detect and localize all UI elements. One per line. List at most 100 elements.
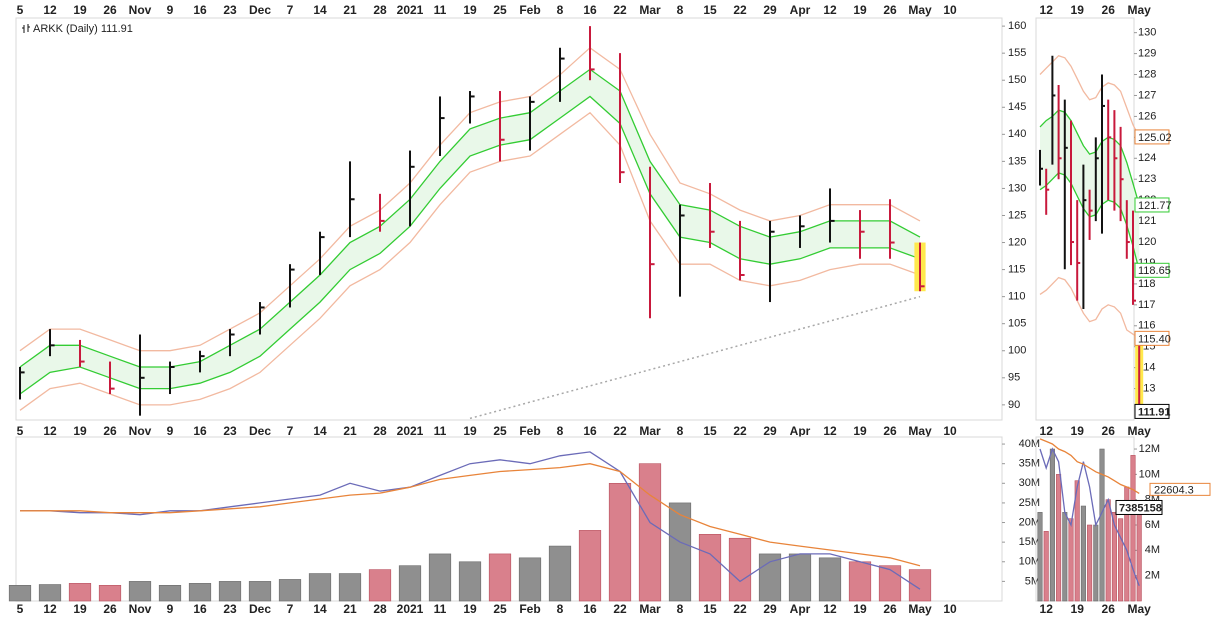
value-marker <box>1115 499 1163 515</box>
y-tick-label: 128 <box>1138 68 1156 80</box>
value-marker <box>1134 129 1170 145</box>
y-tick-label: 145 <box>1008 101 1026 113</box>
y-tick-label: 35M <box>1019 458 1040 470</box>
x-tick-label: 7 <box>287 424 294 438</box>
y-tick-label: 160 <box>1008 20 1026 32</box>
indicator-line <box>1039 54 1140 138</box>
x-tick-label: 19 <box>463 424 477 438</box>
x-tick-label: 28 <box>373 424 387 438</box>
y-tick-label: 95 <box>1008 372 1020 384</box>
x-tick-label: 26 <box>1102 424 1116 438</box>
volume-bar <box>518 557 542 602</box>
x-tick-label: May <box>1128 424 1152 438</box>
volume-bar <box>188 583 212 602</box>
x-tick-label: Dec <box>249 602 271 616</box>
x-tick-label: 19 <box>1071 602 1085 616</box>
x-tick-label: 10 <box>943 424 957 438</box>
volume-bar <box>878 565 902 602</box>
y-tick-label: 129 <box>1138 48 1156 60</box>
volume-bar <box>248 581 272 602</box>
x-tick-label: 19 <box>853 602 867 616</box>
volume-bar <box>98 585 122 602</box>
indicator-line <box>1039 438 1140 494</box>
x-tick-label: 26 <box>1102 602 1116 616</box>
x-tick-label: 8 <box>557 3 564 17</box>
x-tick-label: 29 <box>763 424 777 438</box>
y-tick-label: 124 <box>1138 152 1156 164</box>
x-tick-label: 25 <box>493 602 507 616</box>
y-tick-label: 105 <box>1008 318 1026 330</box>
x-tick-label: May <box>908 602 932 616</box>
y-tick-label: 130 <box>1008 182 1026 194</box>
value-marker-label: 118.65 <box>1138 265 1171 277</box>
x-tick-label: 12 <box>823 3 837 17</box>
y-tick-label: 123 <box>1138 173 1156 185</box>
value-marker-label: 125.02 <box>1138 132 1172 144</box>
x-tick-label: 9 <box>167 424 174 438</box>
x-tick-label: 21 <box>343 602 357 616</box>
y-tick-label: 20M <box>1019 516 1040 528</box>
x-tick-label: 25 <box>493 424 507 438</box>
y-tick-label: 10M <box>1139 468 1160 480</box>
x-tick-label: 10 <box>943 602 957 616</box>
volume-bar <box>38 584 62 602</box>
x-tick-label: 12 <box>1040 602 1054 616</box>
volume-bar <box>608 482 632 602</box>
volume-bar <box>308 573 332 602</box>
x-tick-label: Apr <box>790 424 811 438</box>
x-tick-label: Dec <box>249 424 271 438</box>
annotation-box <box>1149 482 1211 496</box>
annotation: 22604.3 <box>1154 484 1194 496</box>
volume-bar <box>158 585 182 602</box>
value-marker <box>1134 403 1170 419</box>
y-tick-label: 127 <box>1138 89 1156 101</box>
x-tick-label: 23 <box>223 424 237 438</box>
x-tick-label: 7 <box>287 602 294 616</box>
y-tick-label: 40M <box>1019 438 1040 450</box>
x-tick-label: Nov <box>129 602 152 616</box>
volume-bar <box>338 573 362 602</box>
x-tick-label: 22 <box>733 424 747 438</box>
x-tick-label: 22 <box>733 602 747 616</box>
x-tick-label: 5 <box>17 602 24 616</box>
x-tick-label: 19 <box>463 602 477 616</box>
x-tick-label: Feb <box>519 3 540 17</box>
x-tick-label: Nov <box>129 424 152 438</box>
x-tick-label: 26 <box>883 602 897 616</box>
y-tick-label: 125 <box>1008 209 1026 221</box>
x-tick-label: 5 <box>17 3 24 17</box>
x-tick-label: 10 <box>943 3 957 17</box>
x-tick-label: 26 <box>883 424 897 438</box>
y-tick-label: 25M <box>1019 497 1040 509</box>
x-tick-label: 19 <box>853 424 867 438</box>
y-tick-label: 130 <box>1138 27 1156 39</box>
y-tick-label: 15M <box>1019 536 1040 548</box>
volume-bar <box>8 585 32 602</box>
x-tick-label: Nov <box>129 3 152 17</box>
x-tick-label: 26 <box>883 3 897 17</box>
x-tick-label: 19 <box>463 3 477 17</box>
volume-bar <box>1087 524 1093 602</box>
legend-icon <box>22 24 30 33</box>
y-tick-label: 135 <box>1008 155 1026 167</box>
volume-bar <box>818 557 842 602</box>
x-tick-label: 9 <box>167 3 174 17</box>
x-tick-label: 14 <box>313 3 327 17</box>
value-marker-label: 7385158 <box>1119 502 1162 514</box>
x-tick-label: 12 <box>1040 424 1054 438</box>
volume-bar <box>848 561 872 602</box>
x-tick-label: Feb <box>519 424 540 438</box>
x-tick-label: 14 <box>313 424 327 438</box>
x-tick-label: 25 <box>493 3 507 17</box>
indicator-line <box>1039 447 1140 587</box>
volume-bar <box>758 553 782 602</box>
volume-bar <box>488 553 512 602</box>
x-tick-label: Feb <box>519 602 540 616</box>
y-tick-label: 100 <box>1008 345 1026 357</box>
x-tick-label: 8 <box>557 602 564 616</box>
y-tick-label: 6M <box>1145 519 1160 531</box>
volume-bar <box>278 579 302 602</box>
volume-bar <box>1111 512 1117 602</box>
x-tick-label: 26 <box>1102 3 1116 17</box>
y-tick-label: 155 <box>1008 47 1026 59</box>
